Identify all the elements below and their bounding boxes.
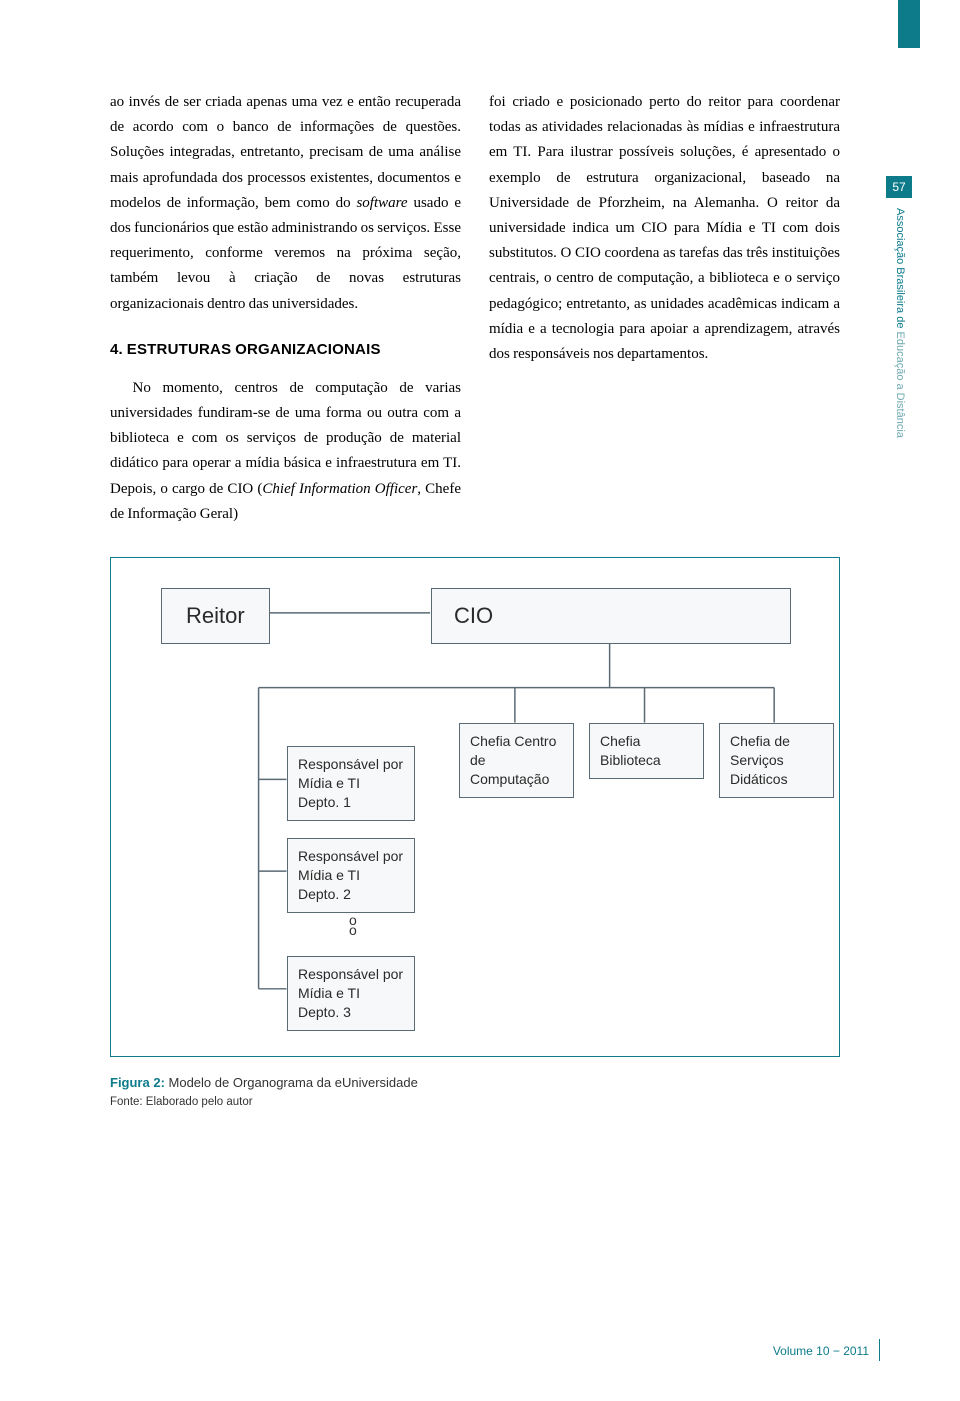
node-reitor: Reitor bbox=[161, 588, 270, 644]
section-heading: 4. ESTRUTURAS ORGANIZACIONAIS bbox=[110, 337, 461, 362]
node-chefia-didaticos: Chefia de Serviços Didáticos bbox=[719, 723, 834, 798]
figure-source: Fonte: Elaborado pelo autor bbox=[110, 1096, 840, 1108]
node-resp-1: Responsável por Mídia e TI Depto. 1 bbox=[287, 746, 415, 821]
node-resp-3: Responsável por Mídia e TI Depto. 3 bbox=[287, 956, 415, 1031]
sidebar-journal-name: Associação Brasileira de Educação a Dist… bbox=[886, 204, 912, 644]
node-chefia-computacao: Chefia Centro de Computação bbox=[459, 723, 574, 798]
node-resp-2: Responsável por Mídia e TI Depto. 2 bbox=[287, 838, 415, 913]
column-left: ao invés de ser criada apenas uma vez e … bbox=[110, 90, 461, 527]
ellipsis-dots: oo bbox=[349, 916, 357, 936]
org-chart-diagram: Reitor CIO Responsável por Mídia e TI De… bbox=[110, 557, 840, 1057]
text-columns: ao invés de ser criada apenas uma vez e … bbox=[110, 90, 840, 527]
page-number: 57 bbox=[886, 176, 912, 198]
node-cio: CIO bbox=[431, 588, 791, 644]
body-paragraph: No momento, centros de computação de var… bbox=[110, 376, 461, 527]
node-chefia-biblioteca: Chefia Biblioteca bbox=[589, 723, 704, 779]
body-paragraph: ao invés de ser criada apenas uma vez e … bbox=[110, 90, 461, 317]
footer-volume: Volume 10 − 2011 bbox=[773, 1341, 880, 1363]
header-tab bbox=[898, 0, 920, 48]
column-right: foi criado e posicionado perto do reitor… bbox=[489, 90, 840, 527]
body-paragraph: foi criado e posicionado perto do reitor… bbox=[489, 90, 840, 367]
figure-caption: Figura 2: Modelo de Organograma da eUniv… bbox=[110, 1075, 840, 1090]
